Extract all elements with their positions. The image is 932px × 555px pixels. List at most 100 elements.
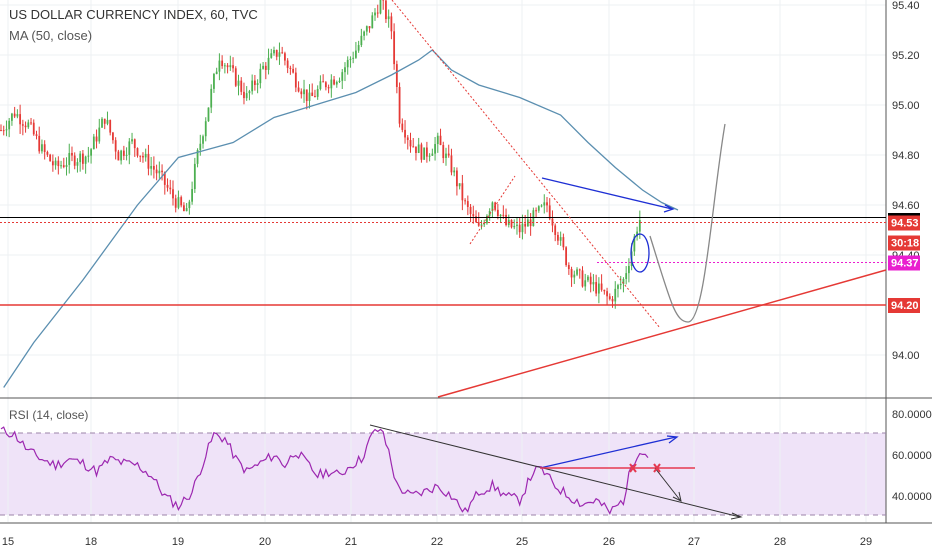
candle-body [311,92,314,96]
price-tick-label: 95.20 [892,50,920,62]
candle-body [109,120,112,133]
candle-body [49,154,52,162]
rsi-trend-arrowhead [730,512,743,520]
candle-body [614,288,617,302]
candle-body [638,220,641,232]
candle-body [578,269,581,271]
candle-body [425,147,428,157]
candle-body [431,153,434,156]
candle-body [43,144,46,152]
candle-body [442,145,445,159]
candle-body [142,155,144,158]
candle-body [412,146,415,148]
time-tick-label: 21 [345,536,357,548]
candle-body [101,118,103,128]
candle-body [453,170,456,173]
rsi-tick-label: 60.0000 [892,450,932,462]
price-tick-label: 94.00 [892,350,920,362]
candle-body [581,270,584,287]
chart-title: US DOLLAR CURRENCY INDEX, 60, TVC [9,7,258,22]
candle-body [152,166,155,170]
candle-body [600,283,603,290]
candle-body [180,197,183,206]
candle-body [491,202,494,211]
candle-body [147,153,150,169]
candle-body [513,225,516,228]
candle-body [330,79,333,89]
rsi-band [0,433,886,515]
candle-body [374,12,376,16]
candle-body [297,87,300,92]
candle-body [447,153,450,156]
candle-body [316,89,319,97]
candle-body [166,184,169,188]
blue-arrowhead [663,204,675,213]
candle-body [281,52,284,54]
candle-body [633,236,636,252]
candle-body [486,215,488,224]
candle-body [188,201,191,209]
candle-body [270,53,273,58]
candle-body [300,91,303,95]
candle-body [349,58,352,60]
candle-body [510,219,513,228]
candle-body [172,189,174,199]
candle-body [256,83,259,85]
candle-body [603,289,606,292]
candle-body [636,231,638,237]
ma-line [3,49,679,388]
candle-body [264,65,267,70]
candle-body [114,140,117,152]
candle-body [199,143,202,151]
candle-body [215,71,218,74]
rsi-line [0,426,649,515]
candle-body [608,296,611,299]
candle-body [117,151,120,161]
rsi-tick-label: 80.0000 [892,409,932,421]
candle-body [253,80,256,85]
candle-body [128,141,131,155]
price-tag-bg [888,235,920,251]
candle-body [84,156,87,164]
candle-body [262,65,264,69]
candle-body [90,149,92,156]
rsi-small-arrowhead [672,491,682,502]
candle-body [622,279,625,284]
candle-body [5,129,8,131]
candle-body [559,237,562,241]
ma-label: MA (50, close) [9,28,93,43]
candle-body [92,136,95,150]
candle-body [210,88,213,108]
candle-body [576,269,578,275]
candle-body [275,50,278,57]
candle-body [428,155,431,157]
price-tag-label: 94.37 [891,258,919,270]
candle-body [535,210,537,212]
candle-body [259,68,262,84]
candle-body [226,65,229,68]
candle-body [161,170,163,173]
price-tag-label: 30:18 [891,238,919,250]
candle-body [565,247,568,266]
candle-body [103,118,106,124]
candle-body [398,86,401,124]
candle-body [303,89,305,95]
candle-body [185,208,188,212]
candle-body [346,59,349,68]
candle-body [21,124,24,126]
rsi-blue-arrowhead [666,435,679,444]
time-tick-label: 25 [516,536,528,548]
candle-body [193,163,196,190]
candle-body [363,31,365,36]
price-tag-bg [888,298,920,313]
candle-body [464,200,466,202]
candle-body [106,120,109,124]
candle-body [245,93,248,99]
candle-body [401,123,404,130]
candle-body [505,214,507,225]
candle-body [11,113,13,121]
candle-body [371,15,374,29]
candle-body [136,148,139,156]
